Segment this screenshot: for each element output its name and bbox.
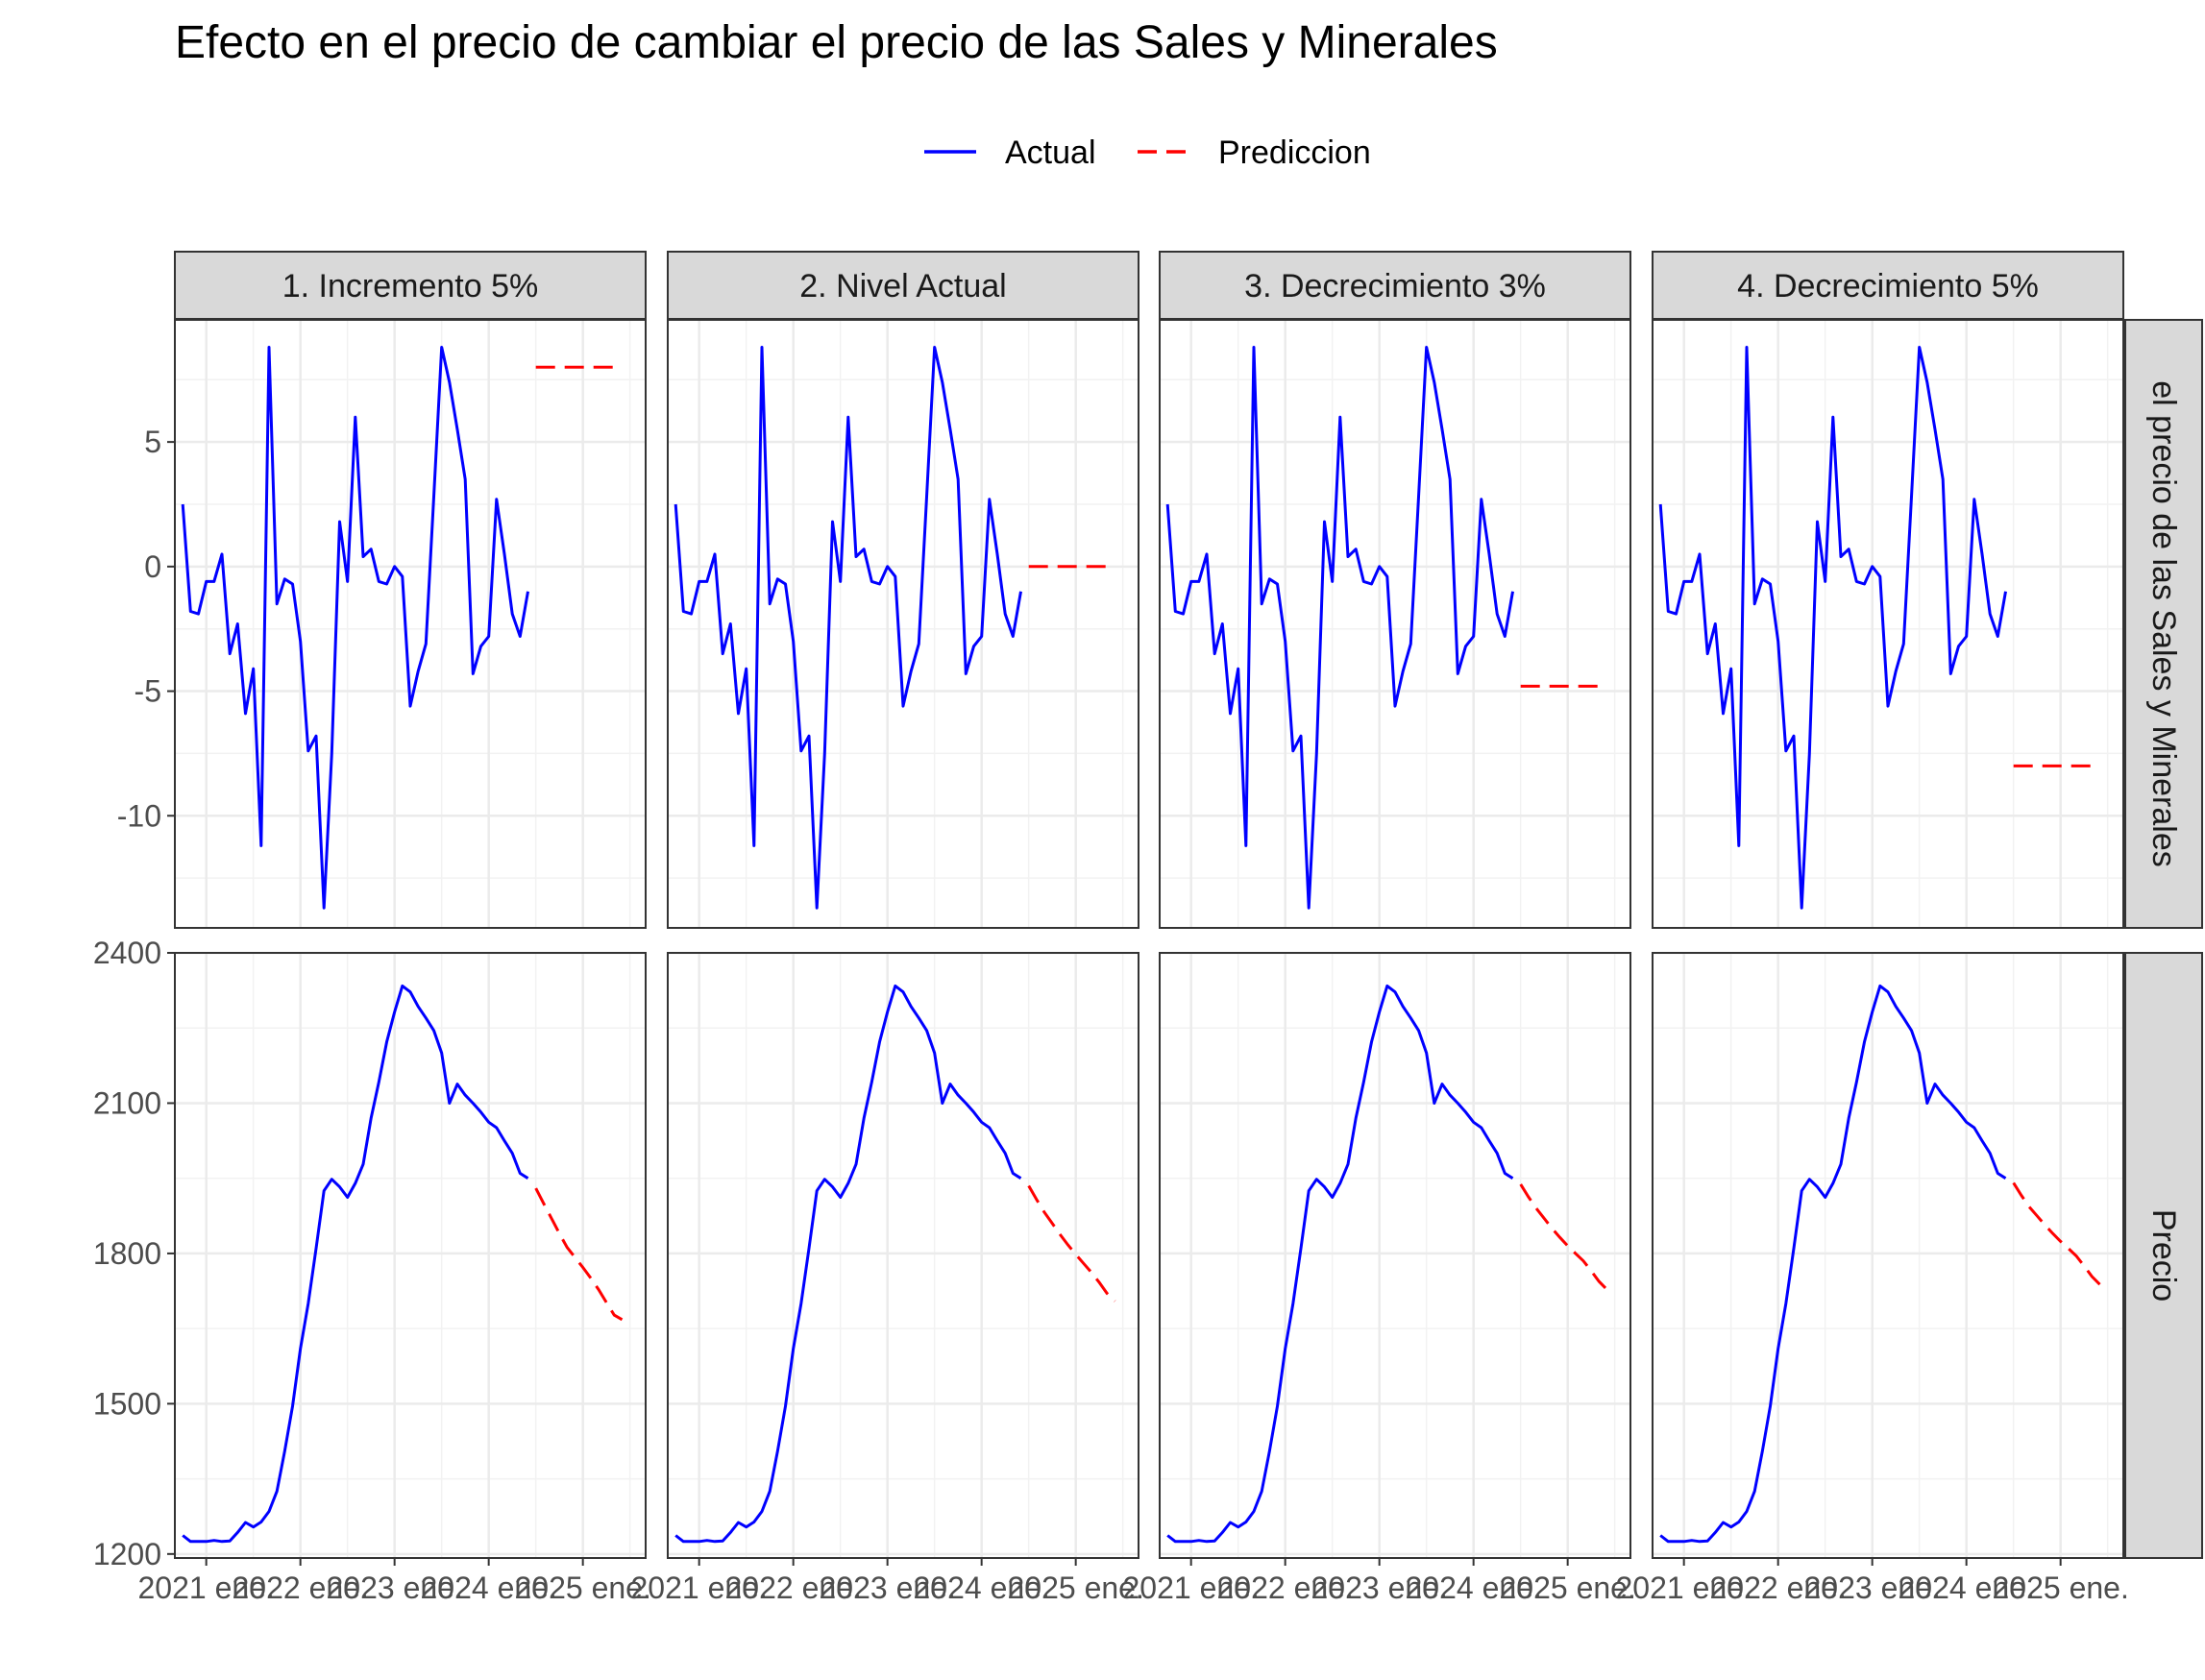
series-prediccion-line xyxy=(1519,1183,1608,1291)
panel-background xyxy=(1653,320,2123,928)
x-tick-label: 2025 ene. xyxy=(1007,1570,1143,1605)
panel-r1-c2 xyxy=(667,319,1139,929)
series-actual-line xyxy=(674,984,1022,1544)
row-strip-label: el precio de las Sales y Minerales xyxy=(2145,380,2182,866)
panel-r2-c2 xyxy=(667,952,1139,1559)
panel-background xyxy=(175,953,646,1558)
series-actual-line xyxy=(1659,984,2007,1544)
y-tick-label: 1500 xyxy=(93,1386,161,1421)
panel-r2-c3 xyxy=(1159,952,1631,1559)
x-tick-label: 2022 ene. xyxy=(1216,1570,1353,1605)
panel-background xyxy=(668,320,1139,928)
series-actual-line xyxy=(1165,346,1514,910)
panel-r1-c1 xyxy=(174,319,647,929)
x-tick-label: 2021 ene. xyxy=(630,1570,767,1605)
facet-strips: el precio de las Sales y Minerales Precio… xyxy=(174,251,2203,1559)
panel-background xyxy=(175,320,646,928)
column-strip-label: 4. Decrecimiento 5% xyxy=(1737,268,2039,304)
x-tick-label: 2025 ene. xyxy=(514,1570,650,1605)
panel-border xyxy=(667,952,1139,1559)
panel-background xyxy=(1653,953,2123,1558)
y-tick-label: 1800 xyxy=(93,1236,161,1271)
x-tick-label: 2022 ene. xyxy=(1709,1570,1846,1605)
y-tick-label: 5 xyxy=(144,425,161,459)
row-strip-label: Precio xyxy=(2145,1209,2182,1302)
y-tick-label: 2400 xyxy=(93,936,161,970)
y-tick-label: 1200 xyxy=(93,1537,161,1571)
panel-background xyxy=(668,953,1139,1558)
panel-background xyxy=(1160,953,1630,1558)
legend-label-prediccion: Prediccion xyxy=(1218,134,1371,171)
column-strip-label: 3. Decrecimiento 3% xyxy=(1244,268,1546,304)
column-strip xyxy=(1159,251,1631,320)
x-tick-label: 2025 ene. xyxy=(1992,1570,2128,1605)
column-strip xyxy=(1652,251,2124,320)
grid-lines xyxy=(1160,953,1630,1558)
series-prediccion-line xyxy=(1027,1184,1116,1303)
series-actual-line xyxy=(181,346,529,910)
panels xyxy=(174,319,2124,1559)
row-strip xyxy=(2124,319,2203,929)
column-strip xyxy=(174,251,647,320)
x-tick-label: 2021 ene. xyxy=(137,1570,274,1605)
x-tick-label: 2023 ene. xyxy=(819,1570,955,1605)
panel-background xyxy=(1160,320,1630,928)
x-tick-label: 2021 ene. xyxy=(1122,1570,1259,1605)
column-strip-label: 1. Incremento 5% xyxy=(282,268,538,304)
panel-r1-c4 xyxy=(1652,319,2124,929)
chart-title: Efecto en el precio de cambiar el precio… xyxy=(175,17,1498,68)
x-tick-label: 2022 ene. xyxy=(724,1570,861,1605)
grid-lines xyxy=(668,953,1139,1558)
x-tick-label: 2023 ene. xyxy=(326,1570,462,1605)
y-tick-label: -5 xyxy=(135,674,161,709)
x-tick-label: 2024 ene. xyxy=(420,1570,556,1605)
panel-r1-c3 xyxy=(1159,319,1631,929)
y-tick-label: -10 xyxy=(117,798,161,833)
panel-r2-c4 xyxy=(1652,952,2124,1559)
x-tick-label: 2022 ene. xyxy=(232,1570,368,1605)
grid-lines xyxy=(668,320,1139,928)
column-strip-label: 2. Nivel Actual xyxy=(799,268,1006,304)
grid-lines xyxy=(1653,953,2123,1558)
panel-border xyxy=(1652,952,2124,1559)
panel-border xyxy=(1159,952,1631,1559)
legend: Actual Prediccion xyxy=(924,134,1371,171)
series-actual-line xyxy=(674,346,1022,910)
panel-border xyxy=(174,952,647,1559)
grid-lines xyxy=(175,320,646,928)
y-tick-label: 2100 xyxy=(93,1085,161,1120)
x-tick-label: 2023 ene. xyxy=(1803,1570,1940,1605)
y-tick-label: 0 xyxy=(144,549,161,584)
x-tick-label: 2023 ene. xyxy=(1311,1570,1447,1605)
grid-lines xyxy=(175,953,646,1558)
grid-lines xyxy=(1160,320,1630,928)
x-tick-label: 2024 ene. xyxy=(913,1570,1049,1605)
series-prediccion-line xyxy=(534,1187,624,1322)
x-tick-label: 2024 ene. xyxy=(1898,1570,2034,1605)
series-prediccion-line xyxy=(2012,1181,2101,1286)
x-tick-label: 2021 ene. xyxy=(1615,1570,1752,1605)
column-strip xyxy=(667,251,1139,320)
series-actual-line xyxy=(1166,984,1514,1544)
x-tick-label: 2025 ene. xyxy=(1499,1570,1635,1605)
series-actual-line xyxy=(1658,346,2007,910)
series-actual-line xyxy=(182,984,529,1544)
x-tick-label: 2024 ene. xyxy=(1405,1570,1541,1605)
legend-label-actual: Actual xyxy=(1005,134,1096,171)
panel-r2-c1 xyxy=(174,952,647,1559)
row-strip xyxy=(2124,952,2203,1559)
grid-lines xyxy=(1653,320,2123,928)
